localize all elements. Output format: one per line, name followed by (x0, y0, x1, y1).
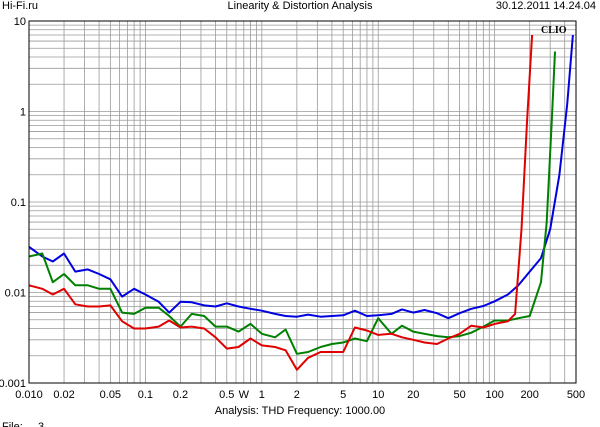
x-tick-label: 0.2 (173, 389, 188, 401)
series-line-1 (28, 34, 574, 320)
x-tick-label: 0.1 (138, 389, 153, 401)
y-tick-label: 1 (20, 107, 26, 119)
chart-series-layer (28, 34, 574, 371)
chart-grid (28, 21, 577, 384)
clio-watermark: CLIO (541, 25, 567, 36)
series-line-3 (28, 34, 534, 371)
x-tick-label: 0.05 (100, 389, 121, 401)
header-site-name: Hi-Fi.ru (2, 0, 39, 12)
x-tick-label: 10 (372, 389, 384, 401)
x-tick-label: 50 (453, 389, 465, 401)
x-tick-label: 200 (520, 389, 538, 401)
y-tick-label: 0.1 (11, 197, 26, 209)
x-axis-labels: 0.010 0.02 0.05 0.1 0.2 0.5 1 2 5 10 20 50 100 200 500… (15, 389, 585, 401)
y-tick-label: 0.001 (0, 378, 26, 390)
x-tick-label: 500 (567, 389, 585, 401)
x-tick-label: 0.5 (219, 389, 234, 401)
x-unit-label: W (239, 389, 250, 401)
x-tick-label: 100 (485, 389, 503, 401)
plot-frame (28, 20, 577, 384)
x-tick-label: 1 (259, 389, 265, 401)
header-timestamp: 30.12.2011 14.24.04 (495, 0, 596, 12)
analysis-caption: Analysis: THD Frequency: 1000.00 (214, 405, 386, 417)
x-tick-label: 5 (340, 389, 346, 401)
y-tick-label: 10 (14, 16, 26, 28)
y-axis-labels: 10 1 0.1 0.01 0.001 (0, 16, 26, 390)
header-title: Linearity & Distortion Analysis (227, 0, 373, 12)
x-tick-label: 0.010 (15, 389, 43, 401)
series-line-2 (28, 51, 556, 355)
x-tick-label: 0.02 (53, 389, 74, 401)
x-tick-label: 20 (407, 389, 419, 401)
x-tick-label: 2 (294, 389, 300, 401)
y-tick-label: 0.01 (5, 288, 26, 300)
file-info-cutoff: File: ... 3 ... (2, 421, 57, 427)
